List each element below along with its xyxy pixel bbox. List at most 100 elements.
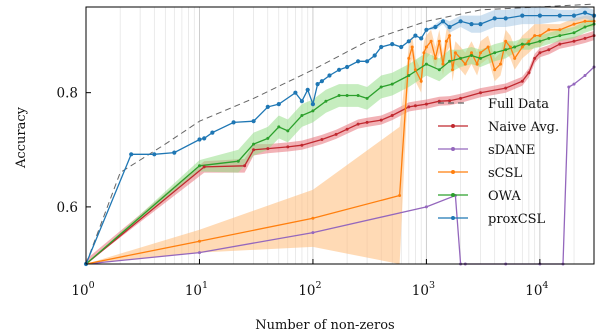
point-proxcsl [478,22,483,27]
point-scsl [493,68,497,72]
point-scsl [470,51,473,55]
point-proxcsl [315,82,320,87]
point-proxcsl [582,10,588,15]
point-naive-avg [407,105,411,109]
point-proxcsl [310,102,315,107]
point-owa [493,51,497,55]
point-owa [252,142,256,146]
point-proxcsl [319,79,324,84]
x-tick-label: 104 [525,280,548,299]
point-proxcsl [172,150,177,155]
point-owa [459,56,463,60]
point-proxcsl [520,13,525,18]
point-scsl [504,39,508,43]
point-proxcsl [492,16,497,21]
point-owa [337,94,341,97]
point-scsl [527,39,531,43]
point-naive-avg [527,71,531,75]
point-scsl [475,62,479,66]
point-naive-avg [379,118,383,122]
point-owa [379,85,383,89]
point-owa [479,56,482,60]
point-scsl [413,68,417,72]
point-scsl [572,22,576,26]
point-proxcsl [327,73,332,78]
point-naive-avg [413,104,417,108]
x-tick-label: 103 [412,280,435,299]
point-naive-avg [300,143,304,147]
legend-label-sdane: sDANE [488,143,535,158]
line-full-data [85,3,595,265]
point-naive-avg [252,148,256,152]
point-owa [365,96,369,100]
point-owa [345,94,349,97]
line-proxcsl [85,12,595,265]
point-scsl [407,56,411,60]
point-naive-avg [558,42,562,46]
point-scsl [448,34,452,38]
point-owa [236,159,240,163]
point-proxcsl [419,36,424,41]
point-owa [547,36,551,40]
point-proxcsl [129,152,134,157]
legend-marker-sdane [451,147,455,151]
x-axis-label: Number of non-zeros [255,318,394,333]
point-naive-avg [533,56,537,60]
point-owa [311,109,315,113]
point-proxcsl [537,13,543,18]
point-naive-avg [356,122,360,126]
point-owa [424,62,428,66]
point-owa [520,42,524,46]
point-proxcsl [571,13,577,18]
point-scsl [499,62,502,66]
legend-marker-proxcsl [451,216,455,220]
point-scsl [453,51,457,55]
point-proxcsl [337,67,342,72]
point-scsl [398,194,402,197]
point-proxcsl [372,53,377,58]
point-naive-avg [547,48,551,52]
point-scsl [198,239,201,243]
legend-label-full-data: Full Data [488,97,549,112]
legend-marker-owa [451,193,455,197]
point-owa [448,59,452,63]
point-owa [277,125,281,129]
legend-marker-naive-avg [451,124,455,128]
point-scsl [311,216,315,220]
point-proxcsl [469,22,474,27]
series-markers [83,10,597,267]
y-axis-label: Accuracy [14,106,29,169]
point-proxcsl [458,19,463,24]
point-proxcsl [299,99,304,104]
point-scsl [486,45,490,49]
point-scsl [441,62,445,66]
point-proxcsl [503,16,508,21]
axis-ticks: 100 101 102 103 104 0.6 0.8 [57,86,549,299]
point-proxcsl [356,59,361,64]
point-owa [583,25,587,29]
point-proxcsl [447,24,452,30]
point-scsl [513,56,517,60]
point-owa [470,54,473,57]
point-owa [558,34,562,38]
point-owa [572,31,576,35]
point-proxcsl [406,39,411,44]
point-owa [407,74,411,77]
point-proxcsl [433,24,438,30]
point-scsl [538,34,542,38]
point-owa [300,114,304,117]
point-naive-avg [520,79,524,83]
point-naive-avg [390,114,394,117]
point-naive-avg [538,51,542,55]
point-proxcsl [399,44,404,50]
point-scsl [422,51,426,55]
point-naive-avg [583,36,587,40]
y-tick-label: 0.8 [57,86,78,102]
band-naive-avg [86,31,594,264]
point-naive-avg [572,39,576,43]
legend-label-proxcsl: proxCSL [488,212,546,227]
point-proxcsl [202,136,207,141]
point-scsl [463,62,467,66]
point-proxcsl [413,33,418,38]
